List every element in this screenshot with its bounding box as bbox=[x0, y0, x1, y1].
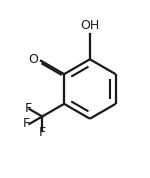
Text: F: F bbox=[25, 102, 32, 115]
Text: OH: OH bbox=[80, 19, 99, 32]
Text: F: F bbox=[39, 126, 46, 139]
Text: F: F bbox=[22, 117, 30, 130]
Text: O: O bbox=[28, 53, 38, 66]
